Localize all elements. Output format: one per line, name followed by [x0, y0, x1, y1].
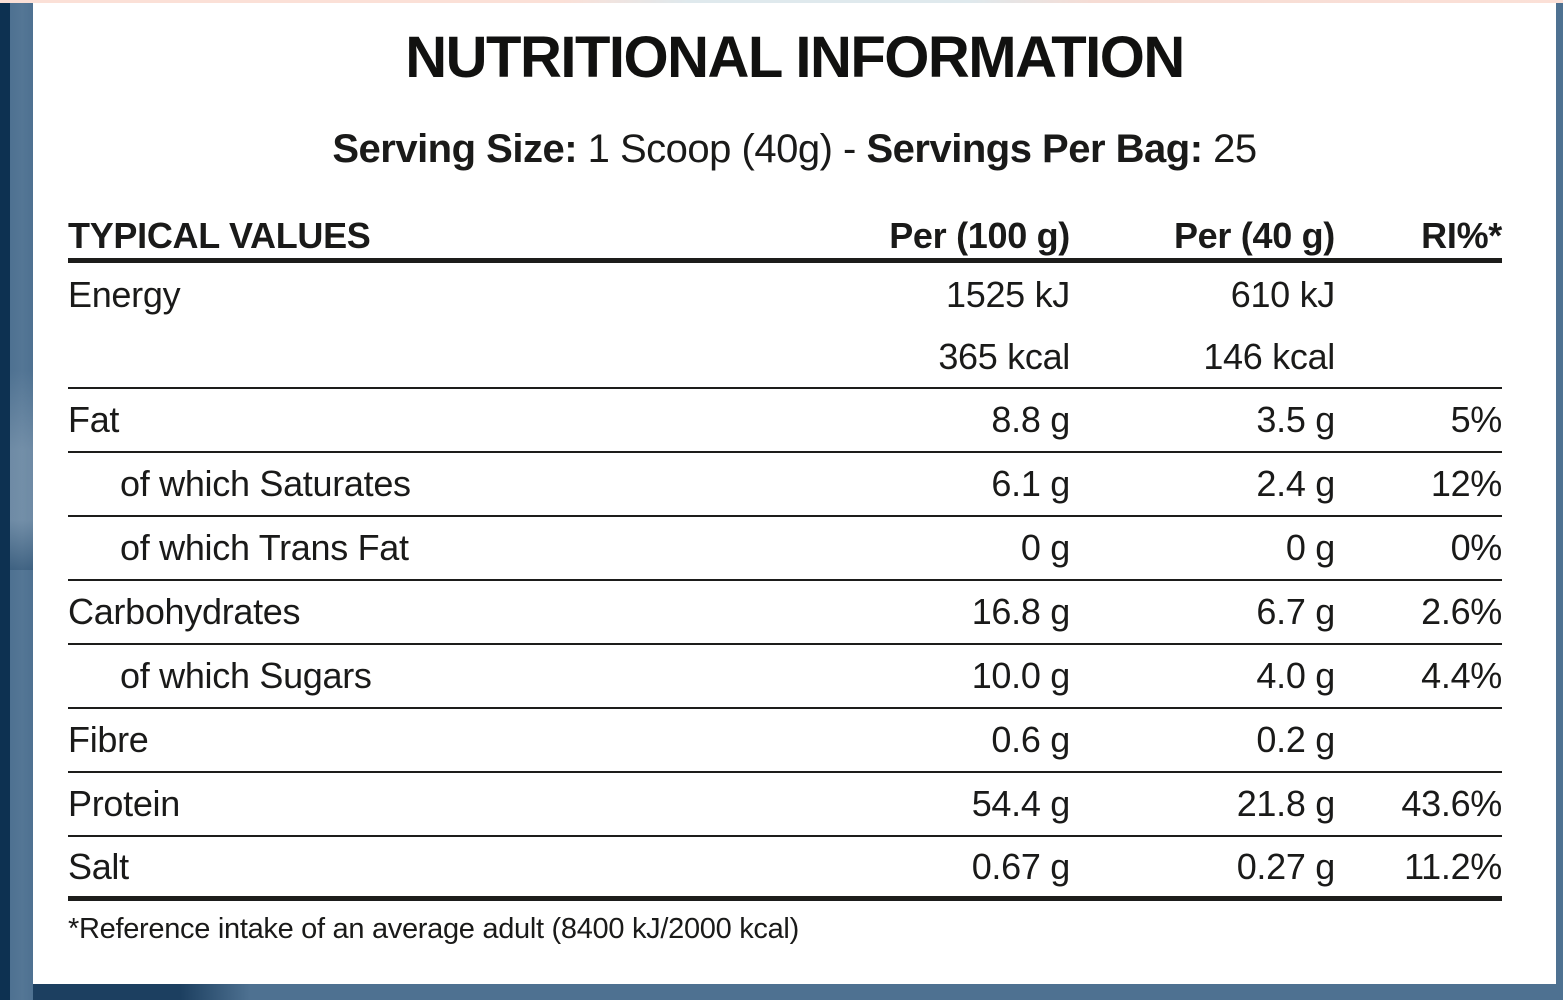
serving-size-label: Serving Size:: [332, 127, 578, 171]
table-body: Energy 1525 kJ 610 kJ 365 kcal 146 kcal Fat 8.…: [68, 263, 1502, 901]
value-ri: 5%: [1450, 399, 1503, 440]
value-per-100g: 16.8 g: [971, 591, 1071, 632]
table-row: of which Sugars 10.0 g 4.0 g 4.4%: [68, 645, 1502, 709]
table-row: Salt 0.67 g 0.27 g 11.2%: [68, 837, 1502, 901]
value-per-100g: 6.1 g: [991, 463, 1070, 504]
value-ri: 43.6%: [1401, 783, 1502, 824]
row-label: of which Saturates: [120, 463, 411, 504]
nutrition-table: TYPICAL VALUES Per (100 g) Per (40 g) RI…: [68, 213, 1502, 901]
value-per-40g: 21.8 g: [1236, 783, 1336, 824]
serving-size-value: 1 Scoop (40g) -: [577, 127, 867, 171]
bottom-frame-border: [10, 984, 1563, 1000]
value-per-100g: 365 kcal: [938, 335, 1070, 377]
value-per-40g: 146 kcal: [1203, 335, 1335, 377]
row-label: Protein: [68, 783, 180, 824]
nutrition-label-panel: NUTRITIONAL INFORMATION Serving Size: 1 …: [33, 3, 1556, 984]
header-per-40g: Per (40 g): [1173, 214, 1335, 256]
table-row: Protein 54.4 g 21.8 g 43.6%: [68, 773, 1502, 837]
value-per-40g: 4.0 g: [1256, 655, 1335, 696]
table-header-row: TYPICAL VALUES Per (100 g) Per (40 g) RI…: [68, 213, 1502, 263]
value-per-40g: 3.5 g: [1256, 399, 1335, 440]
left-frame-border: [0, 0, 33, 1000]
table-row: of which Trans Fat 0 g 0 g 0%: [68, 517, 1502, 581]
value-per-40g: 0.2 g: [1256, 719, 1335, 760]
value-per-100g: 1525 kJ: [946, 273, 1070, 315]
row-label: Salt: [68, 845, 129, 887]
row-label: of which Sugars: [120, 655, 372, 696]
table-row: Fibre 0.6 g 0.2 g: [68, 709, 1502, 773]
header-per-100g: Per (100 g): [889, 214, 1070, 256]
value-ri: 4.4%: [1421, 655, 1502, 696]
value-per-100g: 0 g: [1020, 527, 1070, 568]
header-typical-values: TYPICAL VALUES: [68, 214, 371, 256]
row-label: of which Trans Fat: [120, 527, 409, 568]
table-row: of which Saturates 6.1 g 2.4 g 12%: [68, 453, 1502, 517]
page-title: NUTRITIONAL INFORMATION: [405, 25, 1185, 90]
table-row: Fat 8.8 g 3.5 g 5%: [68, 389, 1502, 453]
value-per-40g: 610 kJ: [1230, 273, 1336, 315]
servings-per-bag-value: 25: [1202, 127, 1257, 171]
value-per-40g: 2.4 g: [1256, 463, 1335, 504]
value-per-100g: 10.0 g: [971, 655, 1071, 696]
header-ri-percent: RI%*: [1421, 214, 1502, 256]
value-ri: 2.6%: [1421, 591, 1502, 632]
servings-per-bag-label: Servings Per Bag:: [866, 127, 1203, 171]
value-per-40g: 6.7 g: [1256, 591, 1335, 632]
row-label: Energy: [68, 273, 181, 315]
value-per-100g: 0.67 g: [971, 845, 1071, 887]
value-ri: 11.2%: [1404, 845, 1502, 887]
row-label: Fibre: [68, 719, 149, 760]
table-row: Energy 1525 kJ 610 kJ: [68, 263, 1502, 326]
row-label: Carbohydrates: [68, 591, 301, 632]
value-ri: 0%: [1450, 527, 1503, 568]
row-label: Fat: [68, 399, 120, 440]
value-per-40g: 0.27 g: [1236, 845, 1336, 887]
value-per-100g: 0.6 g: [991, 719, 1070, 760]
top-accent-strip: [0, 0, 1563, 3]
serving-info-line: Serving Size: 1 Scoop (40g) - Servings P…: [33, 129, 1556, 169]
reference-intake-footnote: *Reference intake of an average adult (8…: [68, 913, 799, 945]
table-row: Carbohydrates 16.8 g 6.7 g 2.6%: [68, 581, 1502, 645]
value-per-100g: 54.4 g: [971, 783, 1071, 824]
value-per-100g: 8.8 g: [991, 399, 1070, 440]
value-per-40g: 0 g: [1285, 527, 1335, 568]
value-ri: 12%: [1430, 463, 1502, 504]
left-frame-highlight: [10, 370, 33, 570]
table-row: 365 kcal 146 kcal: [68, 326, 1502, 389]
